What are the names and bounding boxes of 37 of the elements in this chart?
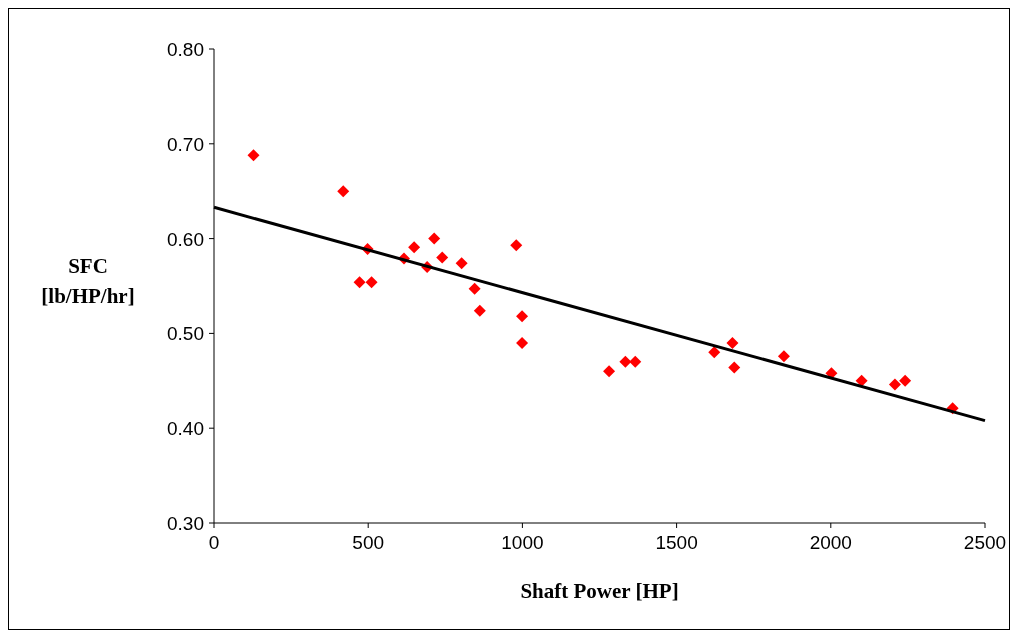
- x-tick-label: 2500: [963, 532, 1007, 553]
- point: [899, 374, 912, 387]
- y-tick-label: 0.60: [167, 228, 204, 250]
- point: [855, 374, 868, 387]
- y-tick-label: 0.30: [167, 513, 204, 534]
- point: [247, 149, 260, 162]
- x-tick-label: 2000: [809, 532, 852, 553]
- y-tick-label: 0.70: [167, 133, 204, 155]
- y-axis-title: SFC [lb/HP/hr]: [41, 254, 135, 308]
- point: [629, 355, 642, 368]
- point: [436, 251, 449, 264]
- point: [337, 185, 350, 198]
- point: [468, 282, 481, 295]
- point: [516, 336, 529, 349]
- x-axis-title: Shaft Power [HP]: [520, 579, 679, 603]
- point: [353, 276, 366, 289]
- point: [510, 239, 523, 252]
- x-tick-label: 1000: [501, 532, 544, 553]
- point: [408, 241, 421, 254]
- y-tick-label: 0.50: [167, 323, 204, 345]
- point: [516, 310, 529, 323]
- point: [455, 257, 468, 270]
- point: [428, 232, 441, 245]
- point: [728, 361, 741, 374]
- point: [473, 304, 486, 317]
- y-tick-label: 0.80: [167, 39, 204, 60]
- point: [365, 276, 378, 289]
- x-tick-label: 500: [352, 532, 385, 553]
- point: [777, 350, 790, 363]
- point: [603, 365, 616, 378]
- point: [619, 355, 632, 368]
- point: [708, 346, 721, 359]
- x-tick-label: 0: [208, 532, 220, 553]
- x-tick-label: 1500: [655, 532, 698, 553]
- y-tick-label: 0.40: [167, 418, 204, 440]
- point: [726, 336, 739, 349]
- point: [888, 378, 901, 391]
